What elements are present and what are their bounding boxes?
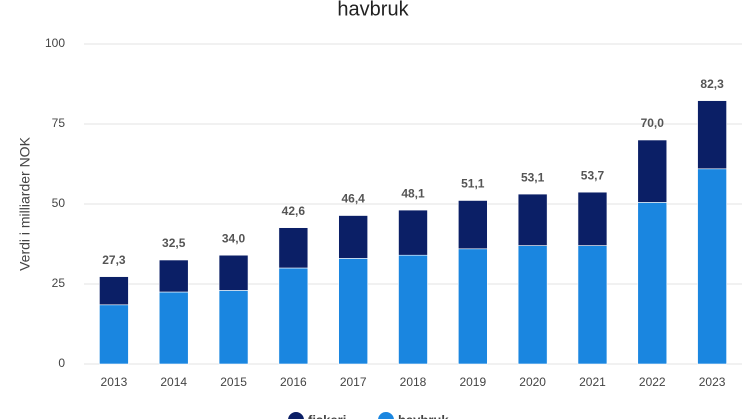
bar-segment [517,245,548,365]
bar-segment [278,227,309,269]
x-tick-label: 2018 [400,375,427,389]
y-axis-label: Verdi i milliarder NOK [17,136,33,270]
bar-segment [99,276,129,306]
x-tick-label: 2022 [639,375,666,389]
legend-label: havbruk [398,412,449,419]
y-tick-label: 0 [58,356,65,370]
x-tick-label: 2015 [220,375,247,389]
bar-segment [338,215,368,259]
x-tick-label: 2021 [579,375,606,389]
y-tick-label: 50 [52,196,66,210]
bar-segment [577,191,608,246]
total-label: 27,3 [102,253,126,267]
bar-segment [218,254,249,291]
bar-segment [577,245,608,365]
total-label: 34,0 [222,231,246,245]
x-tick-label: 2019 [459,375,486,389]
bar-segment [218,290,249,365]
chart-title: havbruk [337,0,409,20]
bar-segment [158,259,189,293]
x-tick-label: 2014 [160,375,187,389]
y-tick-label: 75 [52,116,66,130]
bar-segment [517,193,548,246]
total-label: 32,5 [162,236,186,250]
total-label: 70,0 [641,116,665,130]
total-label: 42,6 [282,204,306,218]
total-label: 46,4 [342,192,366,206]
bar-segment [637,139,668,203]
y-tick-label: 100 [45,36,65,50]
bar-segment [338,258,368,365]
total-label: 53,7 [581,168,605,182]
x-tick-label: 2023 [699,375,726,389]
total-label: 51,1 [461,177,485,191]
y-tick-label: 25 [52,276,66,290]
bar-segment [398,209,428,256]
bar-segment [697,168,727,365]
bar-segment [398,254,428,365]
total-label: 48,1 [401,186,425,200]
bar-segment [637,202,668,365]
bar-segment [99,304,129,365]
legend-swatch [378,412,394,419]
legend-label: fiskeri [308,412,346,419]
bar-segment [458,200,488,250]
bar-segment [697,100,727,170]
x-tick-label: 2013 [101,375,128,389]
bar-segment [158,291,189,365]
x-tick-label: 2016 [280,375,307,389]
legend-swatch [288,412,304,419]
bar-segment [458,248,488,365]
total-label: 82,3 [700,77,724,91]
x-tick-label: 2020 [519,375,546,389]
total-label: 53,1 [521,170,545,184]
x-tick-label: 2017 [340,375,367,389]
bar-segment [278,267,309,365]
